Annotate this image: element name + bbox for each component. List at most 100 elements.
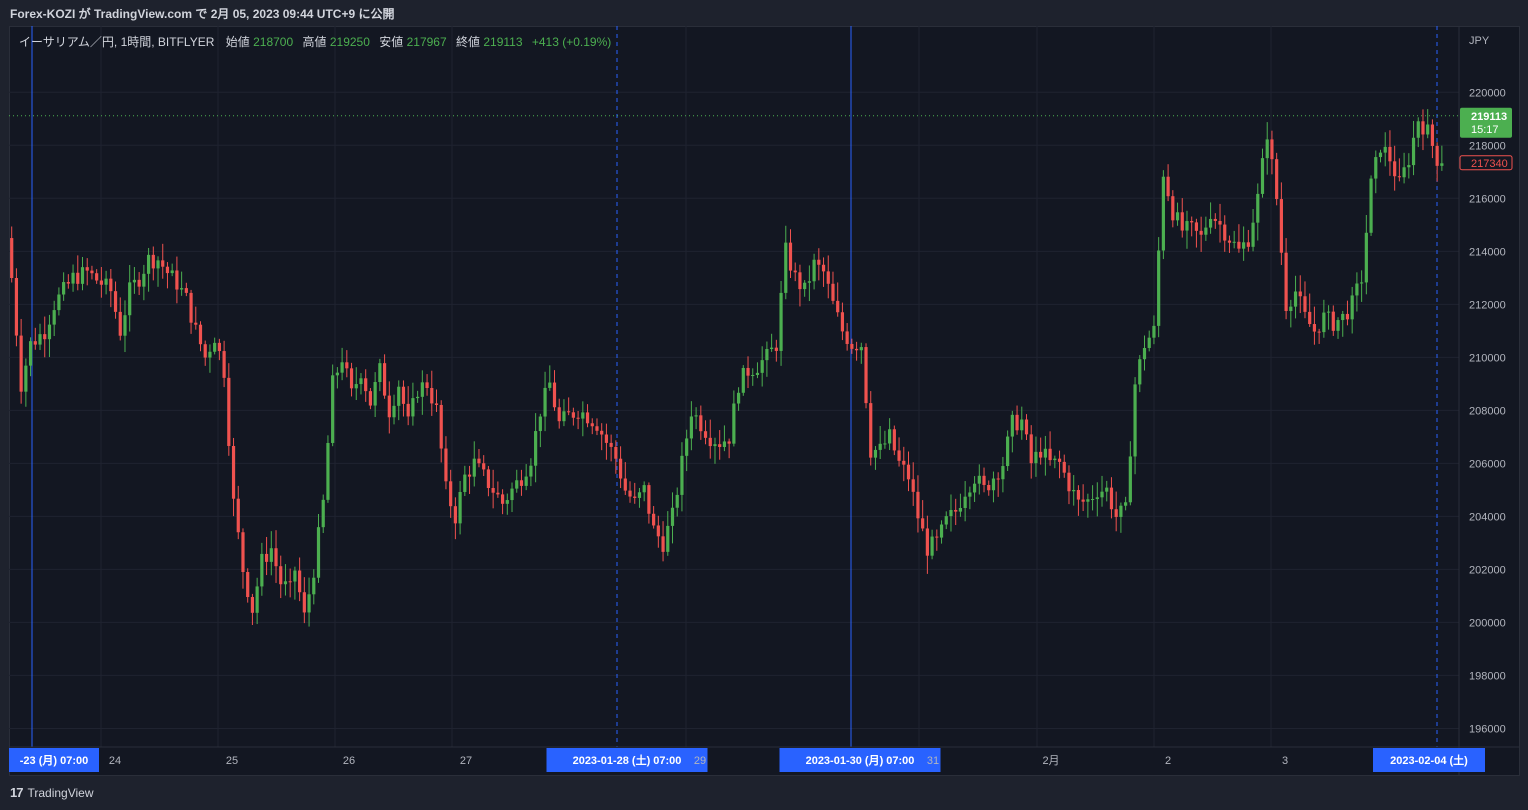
- candle-body: [1128, 456, 1132, 503]
- candle-body: [755, 372, 760, 376]
- candle-body: [1124, 502, 1128, 506]
- candle-body: [916, 491, 920, 519]
- candle-body: [1251, 222, 1255, 247]
- candle-body: [401, 386, 406, 404]
- candle-body: [156, 260, 160, 269]
- price-tick-label: 220000: [1469, 87, 1506, 99]
- candle-body: [1355, 283, 1359, 296]
- candle-body: [1048, 448, 1052, 461]
- candle-body: [430, 388, 434, 404]
- candle-body: [897, 450, 901, 461]
- candle-body: [132, 279, 137, 283]
- candle-body: [982, 475, 986, 485]
- candle-body: [987, 484, 991, 491]
- candle-body: [331, 375, 335, 443]
- candle-body: [1322, 312, 1326, 333]
- legend-line: イーサリアム／円, 1時間, BITFLYER 始値 218700 高値 219…: [19, 34, 611, 49]
- candle-body: [165, 266, 170, 274]
- candle-body: [208, 351, 212, 358]
- candle-body: [1312, 324, 1317, 332]
- candle-body: [949, 509, 953, 517]
- candle-body: [368, 391, 373, 406]
- candle-body: [194, 322, 198, 325]
- legend-open-label: 始値: [226, 34, 250, 49]
- candle-body: [1213, 218, 1217, 221]
- price-tick-label: 204000: [1469, 511, 1506, 523]
- legend-open-value: 218700: [253, 35, 293, 49]
- candle-body: [647, 485, 651, 514]
- candle-body: [746, 367, 750, 376]
- time-axis: -23 (月) 07:00 24 25 26 27 2023-01-28 (土) 07:0…: [9, 748, 1485, 772]
- candle-body: [231, 445, 236, 499]
- candle-body: [821, 264, 826, 272]
- candle-body: [213, 342, 217, 352]
- candle-body: [911, 479, 915, 492]
- candle-body: [387, 395, 391, 418]
- candle-body: [774, 347, 778, 351]
- candle-body: [609, 442, 613, 447]
- legend-low-value: 217967: [407, 35, 447, 49]
- time-tick-label: 31: [927, 755, 939, 767]
- candle-body: [571, 412, 575, 418]
- candle-body: [708, 437, 712, 447]
- legend-close-label: 終値: [456, 34, 480, 49]
- candle-body: [727, 441, 731, 444]
- candle-body: [392, 405, 396, 418]
- candle-body: [670, 507, 675, 526]
- candle-body: [1326, 311, 1331, 313]
- candle-body: [90, 270, 94, 274]
- candle-body: [666, 525, 670, 552]
- candle-body: [142, 273, 146, 287]
- time-marker-label: 2023-01-30 (月) 07:00: [806, 754, 915, 767]
- candle-body: [1133, 384, 1137, 457]
- candle-body: [1185, 221, 1189, 231]
- candle-body: [486, 469, 491, 489]
- time-marker-badge: [546, 748, 708, 772]
- candle-body: [548, 382, 552, 388]
- candlestick-chart[interactable]: 220000 218000 216000 214000 212000 210000 2080…: [9, 26, 1520, 776]
- candle-body: [1010, 414, 1014, 437]
- candle-body: [1157, 250, 1161, 326]
- candle-body: [788, 242, 793, 271]
- candle-body: [713, 444, 717, 447]
- candle-body: [534, 431, 538, 466]
- candle-body: [184, 288, 188, 293]
- candle-body: [146, 254, 151, 274]
- candle-body: [864, 347, 868, 404]
- legend-low-label: 安値: [379, 34, 403, 49]
- tradingview-logo[interactable]: 17 TradingView: [10, 785, 94, 800]
- candle-body: [1317, 331, 1321, 333]
- candle-body: [189, 292, 193, 323]
- candle-body: [1161, 176, 1165, 251]
- candle-body: [1105, 487, 1109, 492]
- candle-body: [128, 282, 132, 316]
- candle-body: [453, 506, 457, 524]
- candle-body: [137, 279, 141, 287]
- candle-body: [1336, 320, 1340, 331]
- candle-body: [817, 259, 821, 265]
- candle-body: [1180, 212, 1184, 231]
- candle-body: [444, 448, 448, 482]
- candle-body: [543, 387, 547, 417]
- candle-body: [1331, 311, 1335, 331]
- footer-bar: [0, 776, 1528, 810]
- candle-body: [378, 363, 382, 383]
- candle-body: [434, 403, 439, 405]
- candle-body: [85, 267, 89, 271]
- legend-high-label: 高値: [302, 34, 326, 49]
- legend-change: +413 (+0.19%): [532, 35, 611, 49]
- candle-body: [854, 348, 859, 351]
- candle-body: [1364, 232, 1368, 283]
- legend-high-value: 219250: [330, 35, 370, 49]
- candle-body: [845, 331, 849, 344]
- candle-body: [1388, 146, 1392, 162]
- chart-grid: [9, 26, 1459, 747]
- candle-body: [104, 278, 108, 285]
- price-tick-label: 208000: [1469, 405, 1506, 417]
- time-tick-label: 27: [460, 755, 472, 767]
- candle-body: [722, 441, 727, 447]
- candle-body: [1090, 499, 1095, 501]
- time-marker-label: 2023-01-28 (土) 07:00: [573, 753, 682, 767]
- price-tick-label: 200000: [1469, 617, 1506, 629]
- candle-body: [1081, 499, 1085, 502]
